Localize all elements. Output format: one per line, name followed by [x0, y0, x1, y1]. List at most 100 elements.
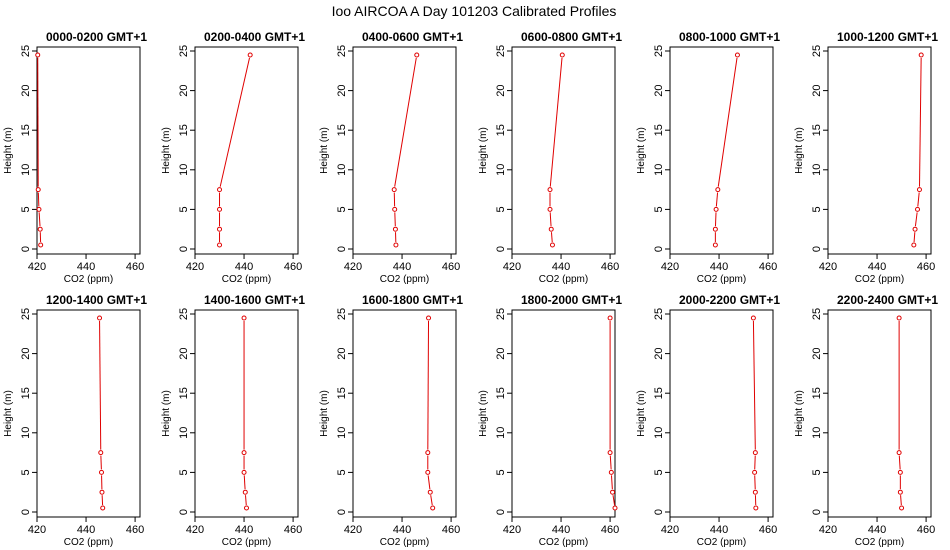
- data-point: [918, 52, 924, 58]
- y-tick-label: 15: [20, 387, 32, 399]
- data-point: [427, 489, 433, 495]
- x-tick-label: 440: [393, 524, 411, 536]
- profile-line-segment: [609, 455, 612, 470]
- x-axis-label: CO2 (ppm): [380, 274, 429, 285]
- x-tick-label: 440: [77, 524, 95, 536]
- profile-line-segment: [394, 212, 396, 227]
- data-point: [713, 206, 719, 212]
- profile-line-segment: [549, 57, 563, 187]
- data-point: [217, 226, 223, 232]
- y-axis-label: Height (m): [161, 127, 172, 174]
- profile-line-segment: [219, 57, 251, 187]
- x-axis-label: CO2 (ppm): [222, 537, 271, 548]
- data-point: [97, 315, 103, 321]
- panel-grid: 0000-0200 GMT+1 420 440 460 0 5 10 15 20 25 CO2 (p…: [3, 30, 938, 548]
- data-point: [217, 206, 223, 212]
- profile-line-segment: [38, 212, 41, 227]
- profile-line-segment: [612, 495, 616, 506]
- y-tick-label: 20: [495, 347, 507, 359]
- y-axis-label: Height (m): [3, 127, 14, 174]
- x-tick-label: 420: [186, 261, 204, 273]
- x-tick-label: 420: [819, 524, 837, 536]
- data-point: [896, 315, 902, 321]
- data-point: [247, 52, 253, 58]
- x-tick-label: 420: [28, 261, 46, 273]
- data-point: [36, 206, 42, 212]
- profile-panel: 0200-0400 GMT+1 420 440 460 0 5 10 15 20 25 CO2 (p…: [161, 30, 305, 285]
- y-tick-label: 10: [336, 164, 348, 176]
- y-tick-label: 25: [495, 308, 507, 320]
- data-point: [896, 450, 902, 456]
- x-tick-label: 460: [601, 524, 619, 536]
- y-tick-label: 15: [495, 387, 507, 399]
- y-tick-label: 25: [336, 308, 348, 320]
- data-point: [610, 489, 616, 495]
- plot-frame: [194, 309, 299, 518]
- profile-panel: 0800-1000 GMT+1 420 440 460 0 5 10 15 20 25 CO2 (p…: [636, 30, 780, 285]
- y-tick-label: 0: [336, 509, 348, 515]
- data-point: [712, 226, 718, 232]
- plot-frame: [36, 309, 141, 518]
- profile-line-segment: [243, 475, 246, 490]
- y-axis-label: Height (m): [319, 390, 330, 437]
- y-tick-label: 0: [20, 246, 32, 252]
- y-tick-label: 0: [336, 246, 348, 252]
- panel-title: 0400-0600 GMT+1: [362, 30, 463, 44]
- y-tick-label: 20: [178, 347, 190, 359]
- y-tick-label: 20: [20, 84, 32, 96]
- y-tick-label: 5: [653, 206, 665, 212]
- data-point: [607, 315, 613, 321]
- x-tick-label: 420: [344, 524, 362, 536]
- data-point: [242, 489, 248, 495]
- profile-line-segment: [898, 455, 901, 470]
- panel-title: 1200-1400 GMT+1: [46, 293, 147, 307]
- y-tick-label: 5: [20, 206, 32, 212]
- x-tick-label: 460: [917, 261, 935, 273]
- x-tick-label: 420: [28, 524, 46, 536]
- data-point: [899, 505, 905, 511]
- y-tick-label: 15: [336, 387, 348, 399]
- profile-line-segment: [917, 192, 920, 207]
- x-axis-label: CO2 (ppm): [64, 537, 113, 548]
- y-tick-label: 25: [811, 308, 823, 320]
- x-tick-label: 420: [661, 524, 679, 536]
- plot-frame: [827, 46, 932, 255]
- y-tick-label: 5: [811, 206, 823, 212]
- x-tick-label: 460: [601, 261, 619, 273]
- y-tick-label: 10: [178, 427, 190, 439]
- panel-title: 1400-1600 GMT+1: [204, 293, 305, 307]
- profile-line-segment: [611, 475, 613, 490]
- y-tick-label: 10: [20, 427, 32, 439]
- data-point: [715, 187, 721, 193]
- y-tick-label: 0: [495, 246, 507, 252]
- profile-line-segment: [245, 495, 247, 506]
- y-tick-label: 25: [20, 45, 32, 57]
- data-point: [916, 187, 922, 193]
- y-tick-label: 0: [495, 509, 507, 515]
- y-tick-label: 5: [495, 469, 507, 475]
- y-axis-label: Height (m): [794, 390, 805, 437]
- x-tick-label: 420: [186, 524, 204, 536]
- panel-title: 0600-0800 GMT+1: [521, 30, 622, 44]
- x-tick-label: 440: [868, 261, 886, 273]
- profile-panel: 1800-2000 GMT+1 420 440 460 0 5 10 15 20 25 CO2 (p…: [478, 293, 622, 548]
- profile-panel: 0600-0800 GMT+1 420 440 460 0 5 10 15 20 25 CO2 (p…: [478, 30, 622, 285]
- y-tick-label: 25: [178, 45, 190, 57]
- profile-line-segment: [715, 192, 719, 207]
- panel-title: 2200-2400 GMT+1: [837, 293, 938, 307]
- data-point: [549, 242, 555, 248]
- data-point: [750, 315, 756, 321]
- panel-title: 1000-1200 GMT+1: [837, 30, 938, 44]
- y-tick-label: 5: [495, 206, 507, 212]
- data-point: [712, 242, 718, 248]
- profile-panel: 2200-2400 GMT+1 420 440 460 0 5 10 15 20 25 CO2 (p…: [794, 293, 938, 548]
- profile-line-segment: [717, 57, 738, 187]
- data-point: [241, 469, 247, 475]
- x-tick-label: 440: [868, 524, 886, 536]
- data-point: [392, 206, 398, 212]
- y-tick-label: 10: [495, 164, 507, 176]
- plot-frame: [511, 309, 616, 518]
- data-point: [244, 505, 249, 511]
- profile-line-segment: [99, 320, 102, 450]
